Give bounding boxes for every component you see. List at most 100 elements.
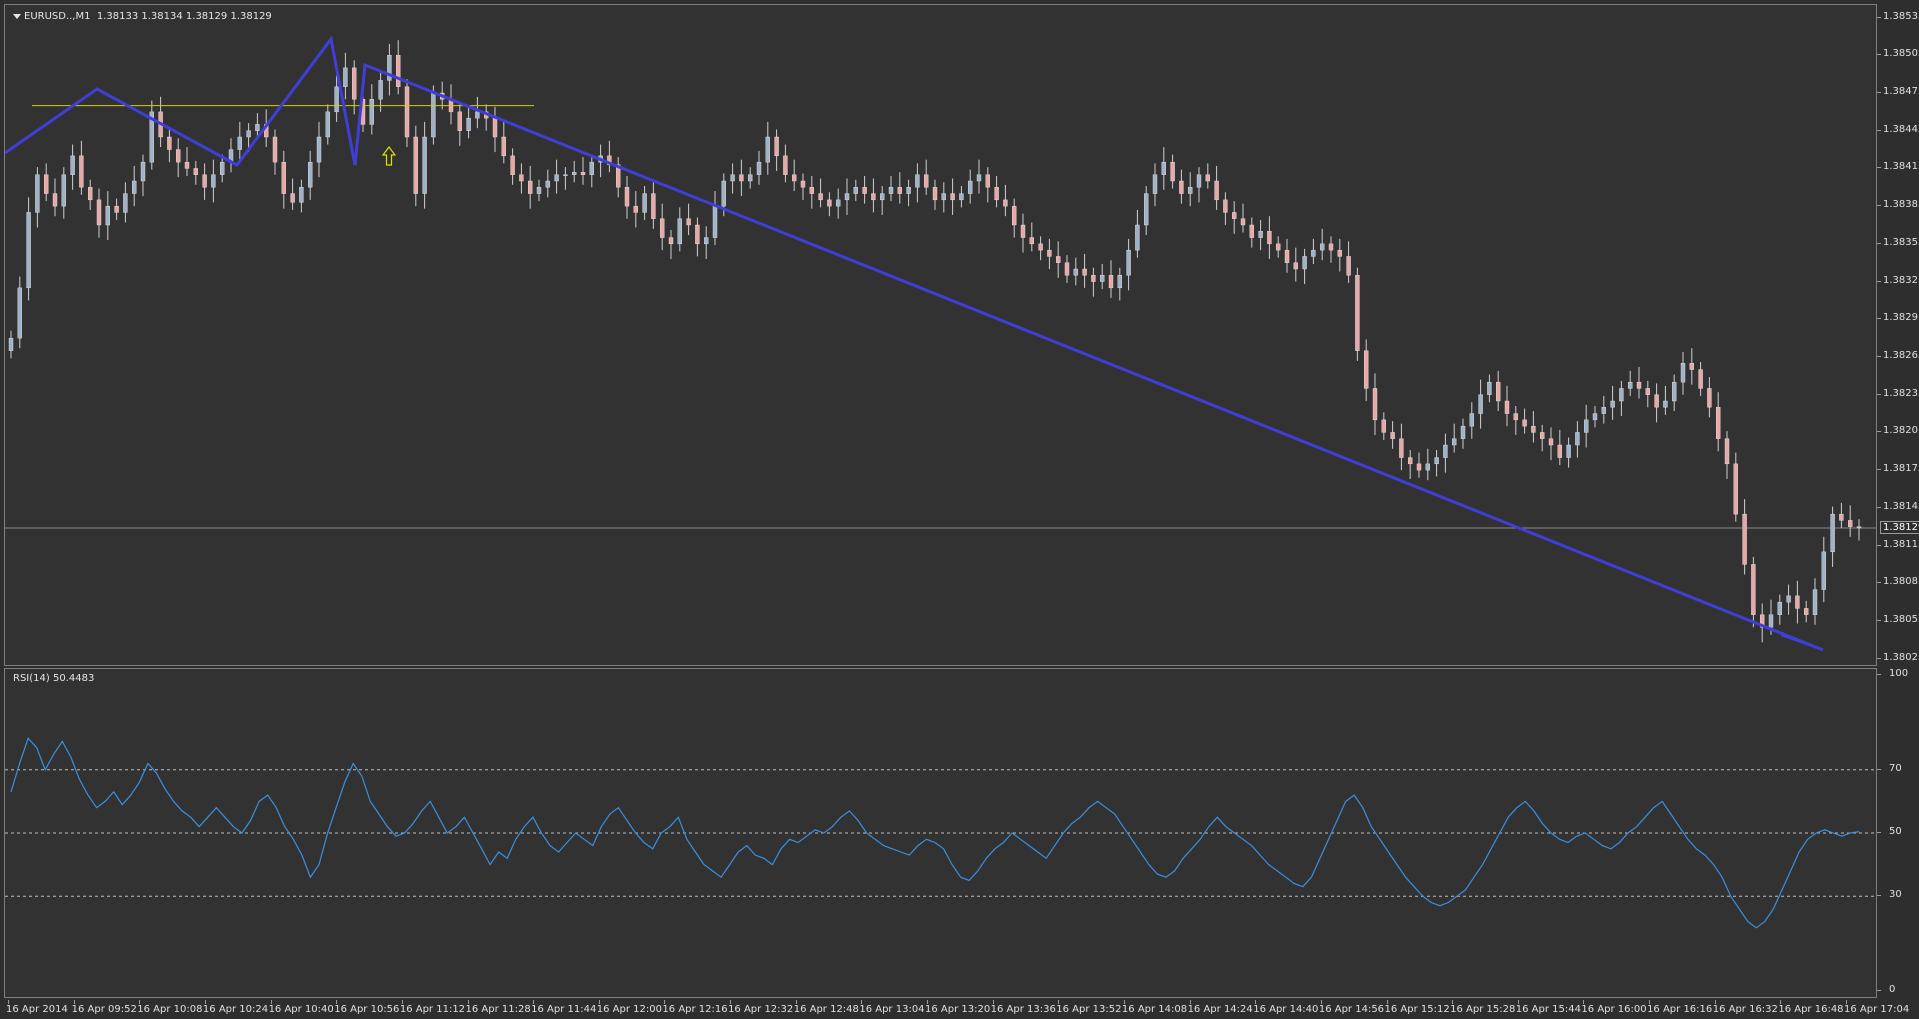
- bull-candle-body: [976, 174, 982, 182]
- candle: [862, 175, 867, 204]
- bull-candle-body: [378, 80, 383, 100]
- bull-candle-body: [255, 124, 260, 131]
- candle: [404, 79, 410, 148]
- candle: [871, 178, 876, 213]
- bear-candle-body: [818, 193, 823, 201]
- candle: [44, 163, 49, 202]
- chart-title: EURUSD..,M1 1.38133 1.38134 1.38129 1.38…: [13, 11, 272, 22]
- candle: [844, 178, 850, 215]
- price-axis-label: 1.38325: [1883, 274, 1919, 286]
- bear-candle-body: [1715, 407, 1721, 439]
- bull-candle-body: [968, 180, 973, 194]
- bear-candle-body: [1548, 438, 1554, 446]
- candle: [783, 144, 788, 183]
- candle: [308, 150, 313, 200]
- bull-candle-body: [26, 212, 31, 289]
- rsi-axis-label: 70: [1889, 762, 1902, 774]
- time-axis-tick: [1649, 1000, 1651, 1004]
- candle: [501, 121, 506, 164]
- candle: [1275, 236, 1281, 258]
- candle: [299, 179, 304, 213]
- candle: [1821, 536, 1827, 603]
- bear-candle-body: [800, 180, 806, 188]
- bear-candle-body: [1038, 243, 1043, 251]
- rsi-axis-tick: [1877, 895, 1881, 897]
- candle: [1680, 351, 1686, 395]
- candle: [545, 169, 550, 198]
- bear-candle-body: [352, 67, 357, 100]
- price-axis[interactable]: 1.38535 1.38505 1.38475 1.38445 1.38415 1.383…: [1877, 4, 1919, 666]
- candle: [1566, 437, 1571, 468]
- bull-candle-body: [1258, 231, 1263, 238]
- time-axis-label: 16 Apr 16:00: [1581, 1004, 1647, 1015]
- candle: [1856, 519, 1862, 541]
- candle: [748, 167, 753, 189]
- time-axis[interactable]: 16 Apr 2014 16 Apr 09:52 16 Apr 10:08 16 Ap…: [4, 1000, 1919, 1019]
- candle: [897, 172, 902, 204]
- bull-candle-body: [941, 193, 946, 201]
- candle: [396, 40, 401, 95]
- candle: [633, 191, 638, 228]
- bull-candle-body: [756, 161, 762, 175]
- candle: [1302, 248, 1307, 285]
- price-chart-canvas[interactable]: [5, 5, 1876, 665]
- price-chart-panel[interactable]: EURUSD..,M1 1.38133 1.38134 1.38129 1.38…: [4, 4, 1877, 666]
- time-axis-label: 16 Apr 10:56: [334, 1004, 400, 1015]
- bear-candle-body: [1328, 243, 1334, 251]
- bear-candle-body: [624, 187, 630, 207]
- rsi-axis-tick: [1877, 674, 1881, 675]
- bull-candle-body: [748, 174, 753, 182]
- time-axis-label: 16 Apr 10:24: [202, 1004, 269, 1015]
- time-axis-label: 16 Apr 13:04: [859, 1004, 925, 1015]
- price-axis-tick: [1877, 92, 1881, 93]
- candle: [1328, 236, 1334, 263]
- candle: [8, 330, 14, 359]
- bull-candle-body: [211, 174, 216, 188]
- candle: [1847, 505, 1853, 537]
- bull-candle-body: [35, 174, 40, 213]
- rsi-canvas[interactable]: [5, 669, 1876, 997]
- bull-candle-body: [554, 174, 559, 182]
- candle: [774, 129, 779, 171]
- candle: [1337, 238, 1343, 272]
- bear-candle-body: [809, 187, 814, 194]
- candle: [1363, 339, 1369, 401]
- rsi-indicator-panel[interactable]: RSI(14) 50.4483: [4, 668, 1877, 998]
- price-axis-label: 1.38295: [1883, 312, 1919, 324]
- price-axis-label: 1.38055: [1883, 614, 1919, 625]
- candle: [87, 179, 93, 210]
- candle: [1751, 556, 1756, 628]
- bear-candle-body: [897, 187, 902, 194]
- bear-candle-body: [1214, 180, 1219, 201]
- collapse-caret-icon[interactable]: [13, 13, 21, 19]
- bear-candle-body: [660, 218, 665, 238]
- bear-candle-body: [1064, 262, 1070, 276]
- bear-candle-body: [1733, 463, 1739, 515]
- candle: [1399, 423, 1404, 471]
- bull-candle-body: [343, 67, 348, 87]
- price-axis-tick: [1877, 129, 1881, 131]
- bear-candle-body: [633, 205, 638, 213]
- bear-candle-body: [651, 193, 656, 219]
- candle: [1425, 448, 1431, 481]
- price-axis-label: 1.38205: [1883, 425, 1919, 437]
- candle: [1759, 603, 1765, 643]
- bear-candle-body: [528, 180, 533, 194]
- rsi-axis[interactable]: 100 70 50 30 0: [1877, 668, 1919, 998]
- candle: [1249, 217, 1255, 248]
- bull-candle-body: [1663, 400, 1668, 408]
- candle: [976, 159, 982, 194]
- candle: [237, 121, 243, 163]
- bear-candle-body: [1803, 608, 1809, 615]
- bear-candle-body: [281, 161, 286, 194]
- bear-candle-body: [1170, 161, 1175, 182]
- candle: [580, 157, 586, 185]
- time-axis-tick: [1058, 1000, 1060, 1004]
- bear-candle-body: [994, 187, 999, 201]
- time-axis-tick: [1189, 1000, 1191, 1004]
- candle: [836, 188, 841, 219]
- bear-candle-body: [1337, 249, 1343, 257]
- bull-candle-body: [1126, 249, 1131, 276]
- bull-candle-body: [563, 174, 568, 176]
- bear-candle-body: [1293, 262, 1299, 270]
